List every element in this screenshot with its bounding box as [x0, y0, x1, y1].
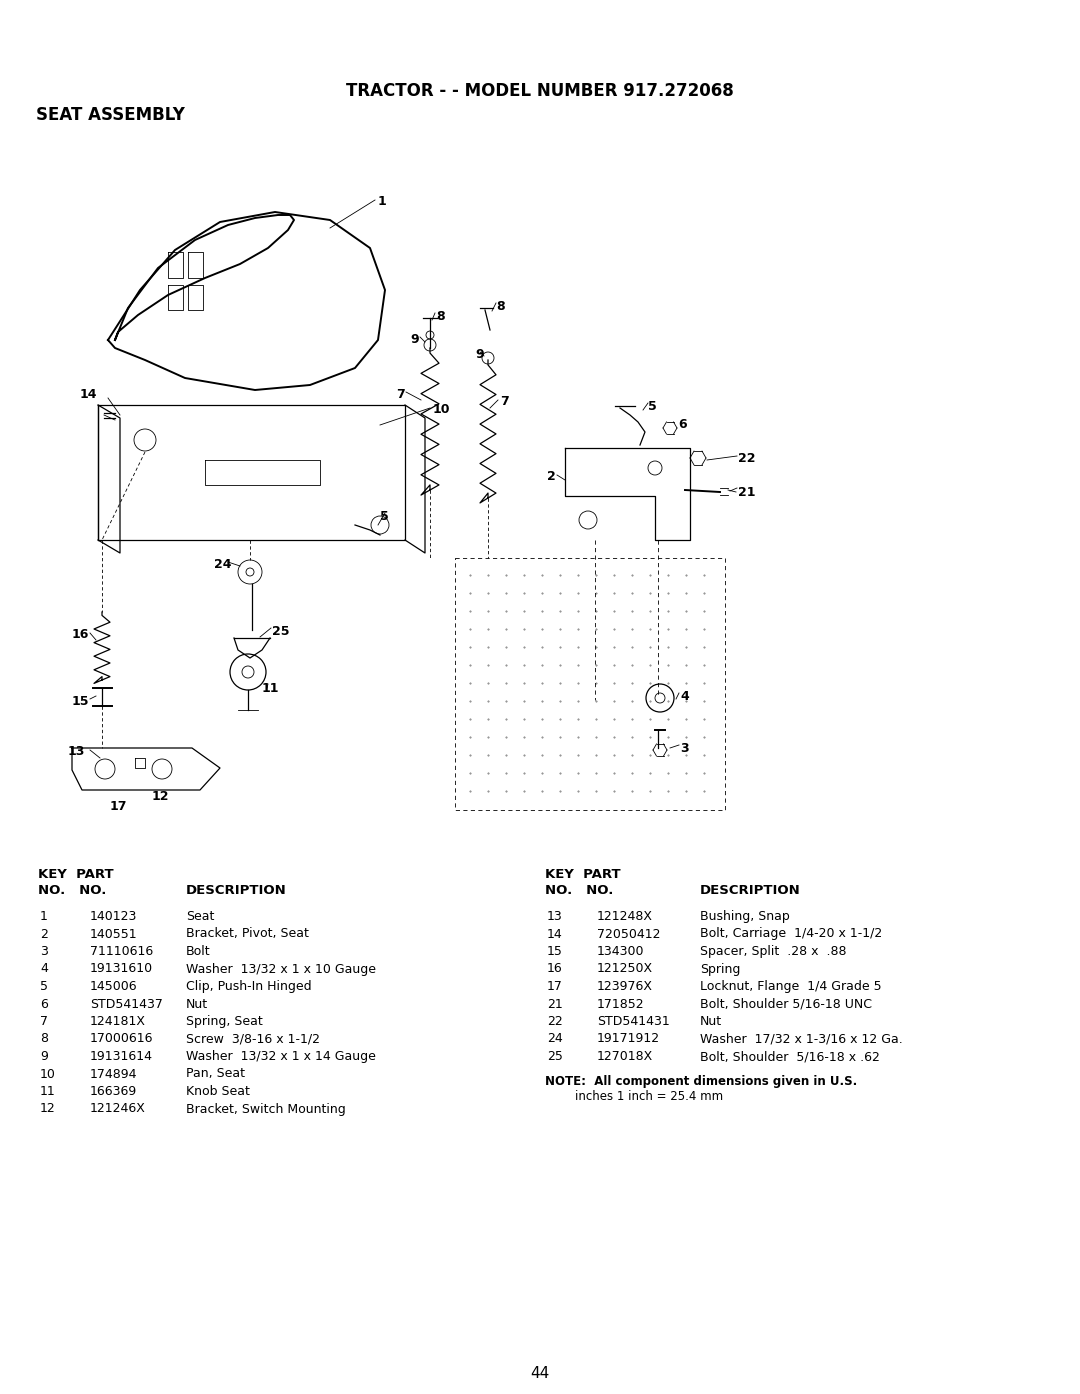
- Text: 6: 6: [678, 418, 687, 431]
- Text: 174894: 174894: [90, 1068, 137, 1080]
- Text: Nut: Nut: [700, 1015, 723, 1027]
- Text: 2: 2: [546, 470, 556, 482]
- Text: 25: 25: [546, 1050, 563, 1064]
- Text: Clip, Push-In Hinged: Clip, Push-In Hinged: [186, 980, 312, 993]
- Text: 12: 12: [152, 790, 170, 803]
- Text: Spring: Spring: [700, 962, 741, 976]
- Text: Locknut, Flange  1/4 Grade 5: Locknut, Flange 1/4 Grade 5: [700, 980, 881, 993]
- Text: Seat: Seat: [186, 910, 214, 923]
- Text: 1: 1: [378, 195, 387, 208]
- Text: 17: 17: [110, 800, 127, 813]
- Text: KEY  PART: KEY PART: [545, 868, 621, 881]
- Text: NO.   NO.: NO. NO.: [545, 884, 613, 896]
- Text: Pan, Seat: Pan, Seat: [186, 1068, 245, 1080]
- Text: 7: 7: [500, 395, 509, 408]
- Text: Washer  13/32 x 1 x 10 Gauge: Washer 13/32 x 1 x 10 Gauge: [186, 962, 376, 976]
- Text: 21: 21: [738, 487, 756, 499]
- Text: 145006: 145006: [90, 980, 137, 993]
- Text: 127018X: 127018X: [597, 1050, 653, 1064]
- Text: Spring, Seat: Spring, Seat: [186, 1015, 262, 1027]
- Text: 72050412: 72050412: [597, 927, 661, 941]
- Text: 8: 8: [40, 1033, 48, 1046]
- Text: 14: 14: [80, 388, 97, 401]
- Text: 1: 1: [40, 910, 48, 923]
- Text: SEAT ASSEMBLY: SEAT ASSEMBLY: [36, 106, 185, 124]
- Text: 9: 9: [410, 333, 419, 346]
- Text: Knob Seat: Knob Seat: [186, 1085, 249, 1098]
- Text: 9: 9: [40, 1050, 48, 1064]
- Text: 22: 22: [546, 1015, 563, 1027]
- Text: 14: 14: [546, 927, 563, 941]
- Text: 8: 8: [496, 300, 504, 314]
- Text: 124181X: 124181X: [90, 1015, 146, 1027]
- Text: Bracket, Switch Mounting: Bracket, Switch Mounting: [186, 1103, 346, 1115]
- Text: 19171912: 19171912: [597, 1033, 660, 1046]
- Text: 3: 3: [680, 742, 689, 756]
- Text: 140123: 140123: [90, 910, 137, 923]
- Text: 24: 24: [214, 558, 231, 572]
- Text: DESCRIPTION: DESCRIPTION: [700, 884, 800, 896]
- Text: 4: 4: [40, 962, 48, 976]
- Text: 22: 22: [738, 452, 756, 466]
- Text: 123976X: 123976X: [597, 980, 653, 993]
- Text: 10: 10: [433, 403, 450, 415]
- Text: 2: 2: [40, 927, 48, 941]
- Text: 12: 12: [40, 1103, 56, 1115]
- Text: 121246X: 121246X: [90, 1103, 146, 1115]
- Text: 71110616: 71110616: [90, 945, 153, 958]
- Text: Bracket, Pivot, Seat: Bracket, Pivot, Seat: [186, 927, 309, 941]
- Text: 3: 3: [40, 945, 48, 958]
- Text: Washer  17/32 x 1-3/16 x 12 Ga.: Washer 17/32 x 1-3/16 x 12 Ga.: [700, 1033, 903, 1046]
- Text: 13: 13: [546, 910, 563, 923]
- Text: Screw  3/8-16 x 1-1/2: Screw 3/8-16 x 1-1/2: [186, 1033, 320, 1046]
- Text: 5: 5: [648, 400, 657, 413]
- Text: 13: 13: [68, 744, 85, 758]
- Text: 4: 4: [680, 690, 689, 703]
- Text: 6: 6: [40, 998, 48, 1011]
- Text: Washer  13/32 x 1 x 14 Gauge: Washer 13/32 x 1 x 14 Gauge: [186, 1050, 376, 1064]
- Text: Spacer, Split  .28 x  .88: Spacer, Split .28 x .88: [700, 945, 847, 958]
- Text: 5: 5: [380, 510, 389, 523]
- Text: 140551: 140551: [90, 927, 137, 941]
- Text: 25: 25: [272, 625, 289, 638]
- Text: 11: 11: [40, 1085, 56, 1098]
- Text: Bolt, Shoulder  5/16-18 x .62: Bolt, Shoulder 5/16-18 x .62: [700, 1050, 880, 1064]
- Text: NO.   NO.: NO. NO.: [38, 884, 106, 896]
- Text: 16: 16: [72, 629, 90, 641]
- Text: 166369: 166369: [90, 1085, 137, 1098]
- Text: KEY  PART: KEY PART: [38, 868, 113, 881]
- Text: 171852: 171852: [597, 998, 645, 1011]
- Text: 15: 15: [546, 945, 563, 958]
- Text: 44: 44: [530, 1366, 550, 1381]
- Text: 121250X: 121250X: [597, 962, 653, 976]
- Text: 21: 21: [546, 998, 563, 1011]
- Text: inches 1 inch = 25.4 mm: inches 1 inch = 25.4 mm: [545, 1090, 724, 1104]
- Text: 17: 17: [546, 980, 563, 993]
- Text: 16: 16: [546, 962, 563, 976]
- Text: 19131614: 19131614: [90, 1050, 153, 1064]
- Text: Bolt: Bolt: [186, 945, 211, 958]
- Text: 121248X: 121248X: [597, 910, 653, 923]
- Text: 19131610: 19131610: [90, 962, 153, 976]
- Text: Bushing, Snap: Bushing, Snap: [700, 910, 789, 923]
- Text: TRACTOR - - MODEL NUMBER 917.272068: TRACTOR - - MODEL NUMBER 917.272068: [346, 82, 734, 100]
- Text: 7: 7: [396, 388, 405, 401]
- Text: STD541431: STD541431: [597, 1015, 670, 1027]
- Text: 24: 24: [546, 1033, 563, 1046]
- Text: Bolt, Shoulder 5/16-18 UNC: Bolt, Shoulder 5/16-18 UNC: [700, 998, 872, 1011]
- Text: 11: 11: [262, 682, 280, 696]
- Text: 134300: 134300: [597, 945, 645, 958]
- Text: STD541437: STD541437: [90, 998, 163, 1011]
- Text: 17000616: 17000616: [90, 1033, 153, 1046]
- Text: 7: 7: [40, 1015, 48, 1027]
- Text: NOTE:  All component dimensions given in U.S.: NOTE: All component dimensions given in …: [545, 1076, 858, 1089]
- Text: 10: 10: [40, 1068, 56, 1080]
- Text: Bolt, Carriage  1/4-20 x 1-1/2: Bolt, Carriage 1/4-20 x 1-1/2: [700, 927, 882, 941]
- Text: 5: 5: [40, 980, 48, 993]
- Text: 8: 8: [436, 309, 445, 323]
- Text: 9: 9: [475, 348, 484, 361]
- Text: Nut: Nut: [186, 998, 208, 1011]
- Text: DESCRIPTION: DESCRIPTION: [186, 884, 287, 896]
- Text: 15: 15: [72, 696, 90, 708]
